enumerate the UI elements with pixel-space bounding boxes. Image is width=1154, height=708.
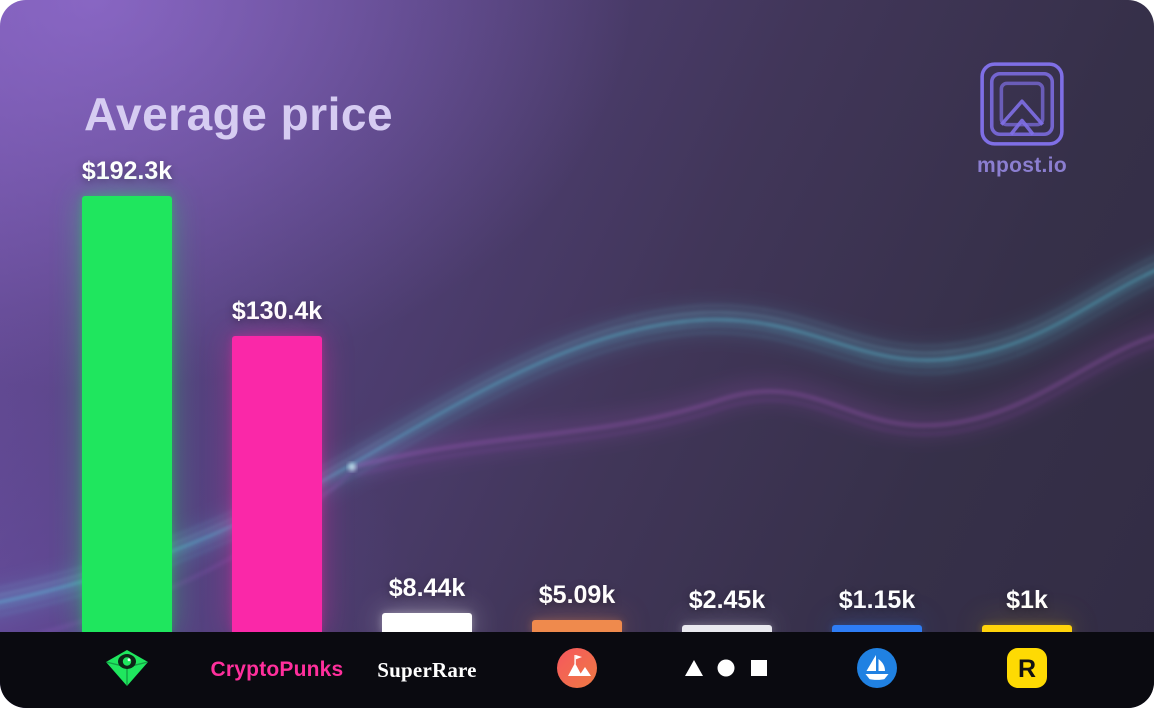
mpost-logo-icon [980,62,1064,146]
bar-group: $192.3k [52,157,202,632]
bar-value-label: $192.3k [81,157,173,185]
mountains-flag-circle-icon [557,647,597,688]
bar [982,625,1072,632]
platform-logo-superrare: SuperRare [377,658,476,683]
bar-chart: $192.3k $130.4k $8.44k $5.09k $2.45k $1.… [52,157,1102,632]
platform-logo-sailboat-badge [856,647,898,694]
bar-group: $5.09k [502,581,652,632]
bar-value-label: $5.09k [538,581,616,609]
r-letter-badge-icon: R [1007,647,1047,688]
triangle-circle-square-icon [685,659,767,676]
bar-group: $8.44k [352,574,502,632]
bar-group: $130.4k [202,297,352,632]
bar-value-label: $1k [1006,586,1048,614]
page-title: Average price [84,87,394,140]
bar-value-label: $2.45k [688,586,766,614]
platform-logo-shapes-trio [685,659,769,682]
platform-logo-strip: CryptoPunks SuperRare [0,632,1154,708]
platform-logo-r-badge: R [1006,647,1048,694]
bar [682,625,772,632]
superrare-wordmark: SuperRare [377,657,477,682]
bar-group: $1k [952,586,1102,632]
platform-logo-cryptopunks: CryptoPunks [211,658,344,682]
cryptopunks-wordmark: CryptoPunks [210,658,344,681]
gem-with-eye-icon [105,649,149,686]
bar-group: $2.45k [652,586,802,632]
bar [232,336,322,632]
platform-logo-green-gem [103,647,151,694]
brand-name: mpost.io [977,154,1067,177]
platform-logo-red-mountain-badge [556,647,598,694]
brand-block: mpost.io [964,60,1080,178]
bar [82,196,172,632]
r-letter: R [1018,655,1036,683]
bar-value-label: $1.15k [838,586,916,614]
bar [382,613,472,632]
bar-value-label: $130.4k [231,297,323,325]
bar-value-label: $8.44k [388,574,466,602]
bar-group: $1.15k [802,586,952,632]
bar [532,620,622,632]
bar [832,625,922,632]
sailboat-circle-icon [857,647,897,688]
